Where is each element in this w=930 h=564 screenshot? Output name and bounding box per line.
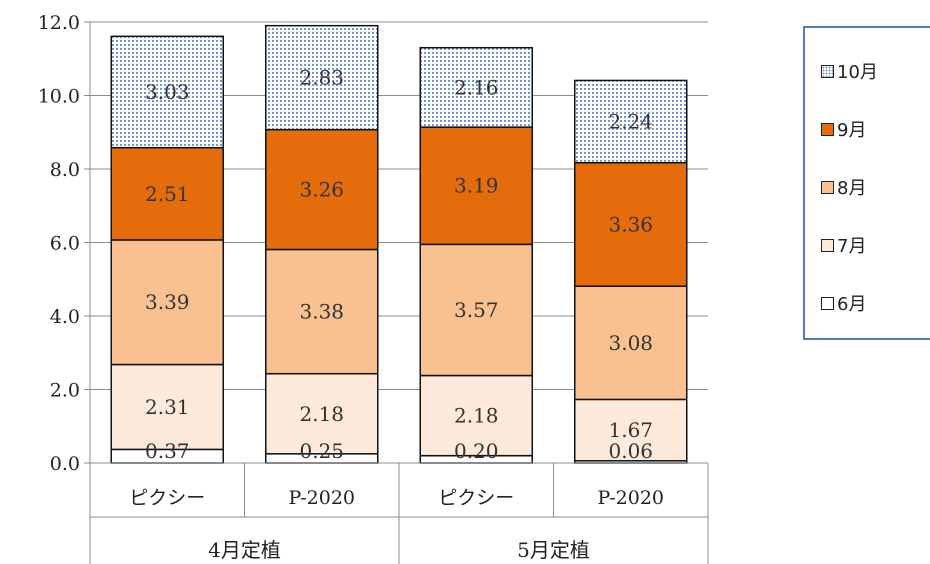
data-label: 3.36 <box>608 212 653 236</box>
bar-segment <box>110 35 224 149</box>
x-tick-label: ピクシー <box>129 487 205 509</box>
legend-label: 10月 <box>837 62 878 83</box>
y-tick-label: 10.0 <box>38 86 80 108</box>
data-label: 3.57 <box>454 298 499 322</box>
x-tick-label: ピクシー <box>438 487 514 509</box>
data-label: 0.06 <box>608 439 653 463</box>
bar-segment <box>574 79 688 164</box>
data-label: 2.18 <box>299 402 344 426</box>
data-labels: 0.37 2.31 3.39 2.51 3.03 0.25 2.18 3.38 3.26 2.83… <box>145 66 653 463</box>
data-label: 3.26 <box>299 178 344 202</box>
data-label: 2.31 <box>145 395 190 419</box>
bars <box>110 24 688 464</box>
y-tick-label: 2.0 <box>50 380 80 402</box>
data-label: 2.83 <box>299 66 344 90</box>
data-label: 2.16 <box>454 75 499 99</box>
bar-segment <box>419 374 533 457</box>
data-label: 0.37 <box>145 439 190 463</box>
legend: 10月 9月 8月 7月 6月 <box>803 26 930 340</box>
y-axis: 0.0 2.0 4.0 6.0 8.0 10.0 12.0 <box>38 12 91 475</box>
bar-segment <box>265 24 379 131</box>
x-axis: ピクシー P-2020 ピクシー P-2020 4月定植 5月定植 <box>89 462 709 564</box>
legend-swatch <box>821 296 834 310</box>
data-label: 2.24 <box>608 110 653 134</box>
legend-swatch <box>821 180 834 194</box>
y-tick-label: 0.0 <box>50 453 80 475</box>
legend-label: 7月 <box>837 236 867 257</box>
data-label: 2.51 <box>145 182 190 206</box>
data-label: 0.20 <box>454 439 499 463</box>
data-label: 3.03 <box>145 80 190 104</box>
data-label: 1.67 <box>608 418 653 442</box>
data-label: 3.19 <box>454 174 499 198</box>
legend-item: 10月 <box>821 58 878 84</box>
y-tick-label: 8.0 <box>50 159 80 181</box>
data-label: 3.08 <box>608 331 653 355</box>
bar-segment <box>419 126 533 246</box>
bar-segment <box>574 398 688 462</box>
group-label: 5月定植 <box>517 538 590 562</box>
x-tick-label: P-2020 <box>288 487 355 509</box>
legend-label: 9月 <box>837 120 867 141</box>
bar-segment <box>265 248 379 375</box>
legend-swatch <box>821 122 834 136</box>
data-label: 3.39 <box>145 290 190 314</box>
bar-segment <box>574 285 688 401</box>
bar-segment <box>419 46 533 128</box>
x-tick-label: P-2020 <box>597 487 664 509</box>
legend-label: 6月 <box>837 294 867 315</box>
y-tick-label: 4.0 <box>50 306 80 328</box>
data-label: 0.25 <box>299 439 344 463</box>
legend-item: 7月 <box>821 232 866 258</box>
y-tick-label: 12.0 <box>38 12 80 34</box>
y-tick-label: 6.0 <box>50 233 80 255</box>
legend-item: 9月 <box>821 116 866 142</box>
legend-item: 6月 <box>821 290 866 316</box>
legend-label: 8月 <box>837 178 867 199</box>
legend-swatch <box>821 64 834 78</box>
legend-swatch <box>821 238 834 252</box>
legend-item: 8月 <box>821 174 866 200</box>
group-label: 4月定植 <box>208 538 281 562</box>
data-label: 3.38 <box>299 300 344 324</box>
bar-segment <box>265 128 379 251</box>
data-label: 2.18 <box>454 404 499 428</box>
